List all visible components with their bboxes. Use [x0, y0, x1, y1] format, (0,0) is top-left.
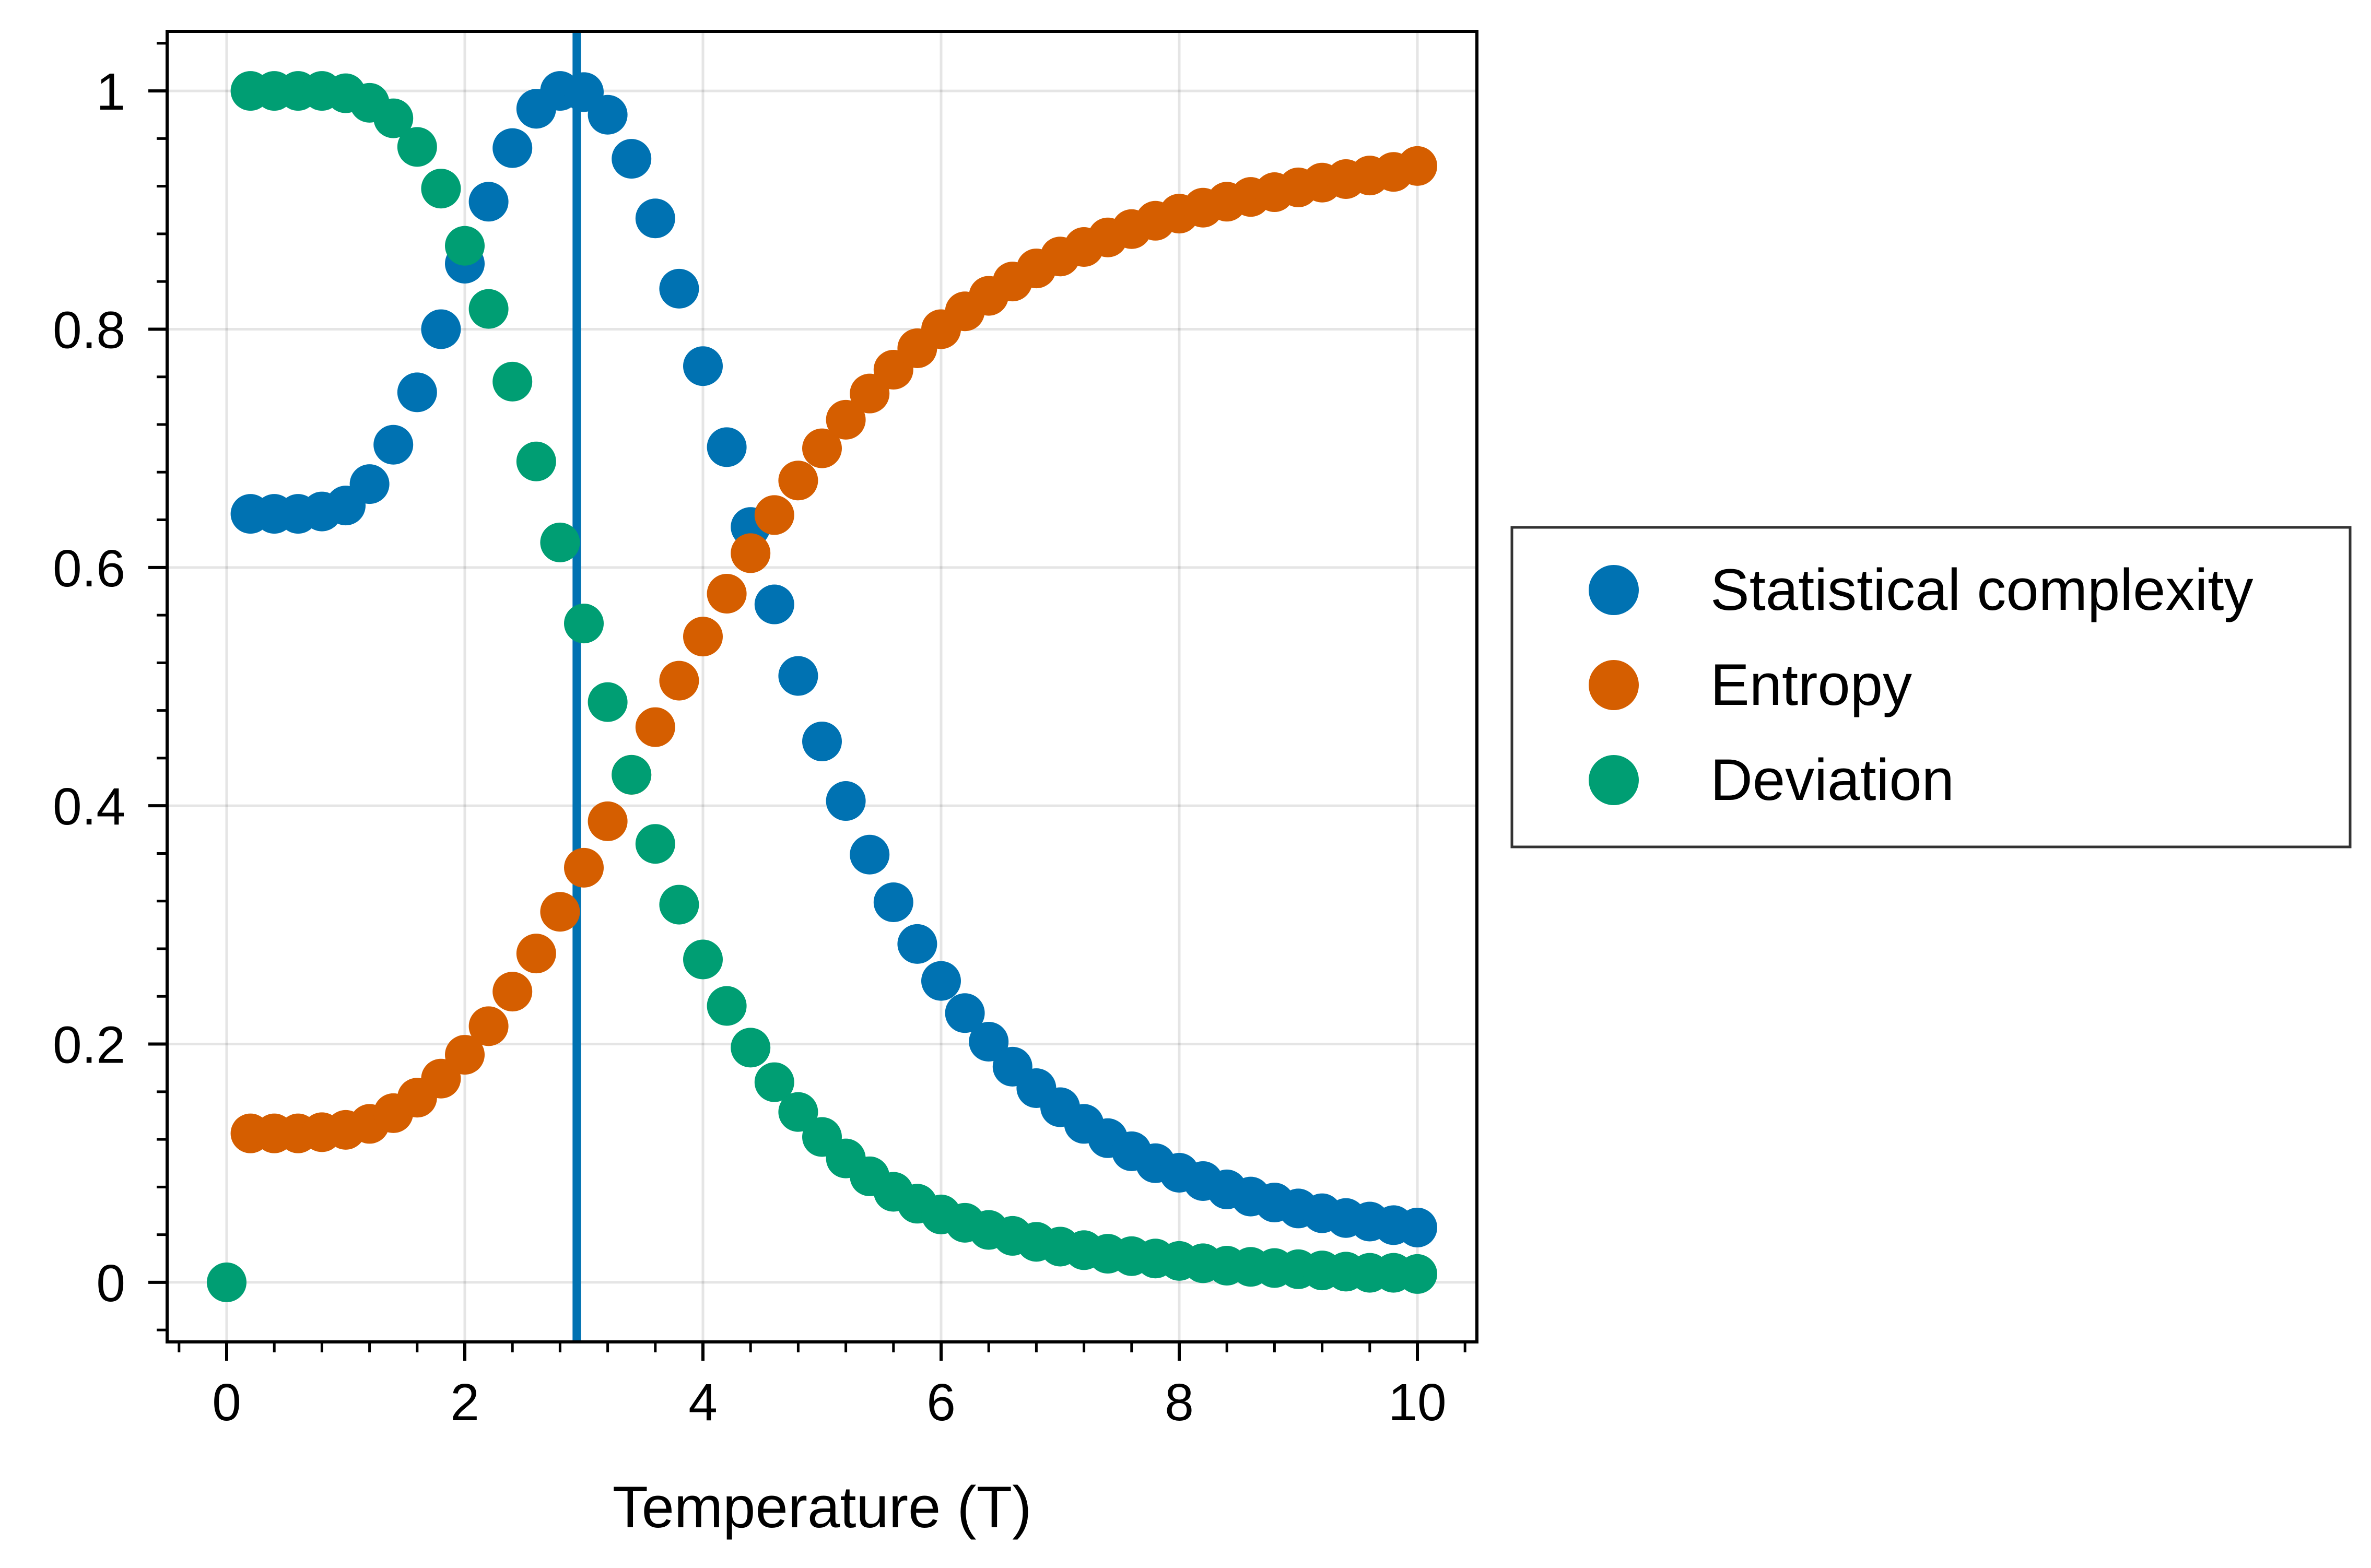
data-point	[468, 289, 509, 329]
data-point	[468, 1006, 509, 1046]
plot-frame	[166, 30, 1478, 1343]
x-tick-label: 8	[1165, 1373, 1194, 1432]
y-tick-label: 1	[96, 63, 125, 121]
data-point	[588, 95, 628, 135]
data-point	[945, 993, 985, 1033]
data-point	[731, 1028, 771, 1068]
data-points	[207, 71, 1437, 1302]
data-point	[516, 934, 556, 974]
data-point	[445, 1035, 485, 1075]
data-point	[635, 824, 675, 864]
series-statistical-complexity	[230, 71, 1437, 1247]
data-point	[731, 533, 771, 573]
data-point	[492, 128, 533, 168]
tick-labels: 0 2 4 6 8 10 0 0.2 0.4 0.6 0.8 1	[53, 63, 1447, 1432]
legend-marker	[1589, 660, 1639, 710]
data-point	[1398, 146, 1437, 186]
data-point	[850, 834, 890, 875]
axis-ticks	[148, 42, 1466, 1361]
data-point	[373, 425, 414, 465]
data-point	[564, 604, 604, 644]
data-point	[397, 372, 437, 412]
data-point	[826, 399, 866, 440]
data-point	[635, 198, 675, 239]
data-point	[421, 309, 461, 349]
data-point	[754, 495, 794, 535]
data-point	[969, 1021, 1009, 1062]
y-tick-label: 0.2	[53, 1016, 125, 1075]
series-deviation	[207, 71, 1437, 1302]
data-point	[1398, 1207, 1437, 1247]
data-point	[659, 661, 699, 701]
data-point	[373, 98, 414, 138]
data-point	[659, 885, 699, 925]
x-tick-label: 10	[1388, 1373, 1446, 1432]
y-tick-label: 0	[96, 1254, 125, 1313]
data-point	[397, 127, 437, 167]
data-point	[683, 346, 723, 386]
data-point	[635, 707, 675, 747]
legend-marker	[1589, 755, 1639, 805]
series-entropy	[230, 146, 1437, 1153]
data-point	[588, 682, 628, 722]
data-point	[445, 226, 485, 266]
data-point	[540, 522, 580, 562]
data-point	[754, 584, 794, 624]
data-point	[802, 428, 842, 468]
data-point	[683, 939, 723, 980]
data-point	[612, 139, 652, 179]
data-point	[492, 972, 533, 1012]
data-point	[1398, 1254, 1437, 1294]
data-point	[778, 461, 818, 501]
data-point	[778, 1092, 818, 1132]
data-point	[707, 574, 747, 614]
legend-marker	[1589, 565, 1639, 615]
x-tick-label: 2	[450, 1373, 479, 1432]
data-point	[588, 801, 628, 841]
data-point	[540, 892, 580, 932]
legend-label: Deviation	[1710, 747, 1954, 812]
data-point	[564, 847, 604, 888]
y-tick-label: 0.4	[53, 777, 125, 836]
x-axis-label: Temperature (T)	[613, 1475, 1032, 1540]
data-point	[826, 781, 866, 821]
x-tick-label: 6	[926, 1373, 956, 1432]
data-point	[921, 961, 961, 1001]
data-point	[873, 882, 913, 923]
data-point	[683, 617, 723, 657]
legend-label: Statistical complexity	[1710, 557, 2253, 622]
y-tick-label: 0.6	[53, 539, 125, 598]
data-point	[421, 169, 461, 209]
data-point	[349, 464, 390, 504]
data-point	[707, 986, 747, 1026]
legend-label: Entropy	[1710, 652, 1912, 717]
data-point	[897, 924, 937, 964]
data-point	[207, 1262, 247, 1302]
legend: Statistical complexity Entropy Deviation	[1510, 526, 2352, 848]
x-tick-label: 4	[688, 1373, 718, 1432]
data-point	[754, 1062, 794, 1102]
x-tick-label: 0	[212, 1373, 241, 1432]
data-point	[612, 754, 652, 795]
data-point	[516, 441, 556, 481]
data-point	[659, 268, 699, 309]
data-point	[468, 182, 509, 222]
data-point	[492, 361, 533, 402]
data-point	[802, 721, 842, 761]
data-point	[778, 656, 818, 696]
legend-box	[1510, 526, 2352, 848]
data-point	[707, 427, 747, 467]
y-tick-label: 0.8	[53, 301, 125, 359]
